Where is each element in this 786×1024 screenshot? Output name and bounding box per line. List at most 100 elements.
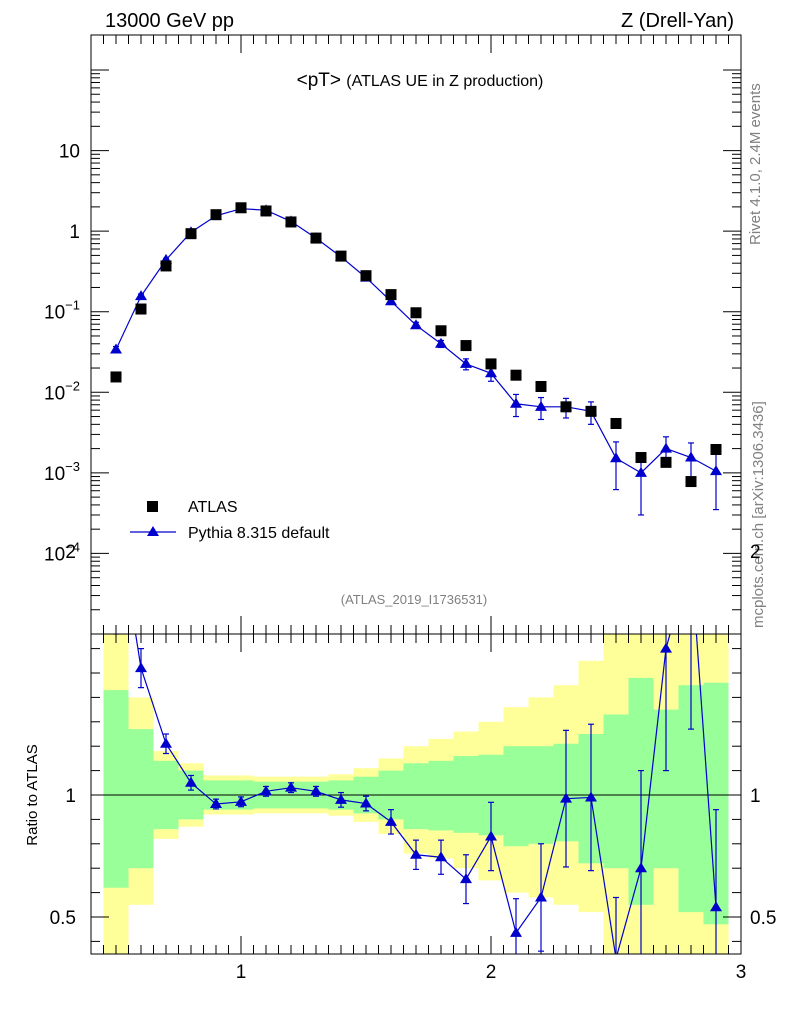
stat-uncertainty-band [453, 755, 479, 833]
atlas-point [435, 325, 447, 337]
atlas-point [535, 380, 547, 392]
atlas-point [310, 232, 322, 244]
pythia-point [435, 337, 447, 348]
atlas-point [185, 228, 197, 240]
main-frame [90, 34, 742, 635]
ratio-point [385, 815, 397, 826]
atlas-point [560, 401, 572, 413]
main-panel: <pT> (ATLAS UE in Z production) (ATLAS_2… [44, 34, 742, 635]
main-data-marks [110, 202, 722, 516]
ratio-point [585, 791, 597, 802]
legend-pythia-label: Pythia 8.315 default [188, 525, 330, 542]
stat-uncertainty-band [603, 714, 629, 869]
atlas-point [285, 216, 297, 228]
ratio-point [335, 793, 347, 804]
main-y-tick-label: 1 [69, 222, 80, 243]
atlas-point [660, 456, 672, 468]
tick-base: 10 [44, 544, 65, 565]
atlas-point [260, 205, 272, 217]
atlas-point [610, 417, 622, 429]
main-y-tick-label: 10−4 [44, 539, 80, 565]
ratio-y-tick-label-left: 0.5 [50, 908, 76, 929]
tick-base: 10 [44, 464, 65, 485]
pythia-point [610, 452, 622, 463]
ratio-point [535, 891, 547, 902]
atlas-point [585, 405, 597, 417]
ratio-panel: 0.5 0.5 1 1 2 2 1 2 3 Ratio to ATLAS [24, 504, 777, 983]
stat-uncertainty-band [403, 763, 429, 830]
ratio-point [710, 901, 722, 912]
ratio-point [660, 642, 672, 653]
atlas-point [335, 250, 347, 262]
ratio-point [260, 785, 272, 796]
chart-title-main: <pT> [297, 70, 341, 91]
main-y-tick-label: 10−3 [44, 459, 80, 485]
main-y-tick-label: 10−2 [44, 378, 80, 404]
ratio-point [360, 797, 372, 808]
ratio-point [635, 862, 647, 873]
ratio-data-marks [110, 504, 722, 954]
ratio-point [185, 776, 197, 787]
ratio-point [485, 830, 497, 841]
stat-uncertainty-band [128, 729, 154, 869]
ratio-point [685, 552, 697, 562]
header-left-label: 13000 GeV pp [105, 10, 234, 32]
main-y-tick-label: 10 [59, 142, 80, 163]
atlas-point [385, 289, 397, 301]
atlas-point [410, 307, 422, 319]
ratio-point [560, 792, 572, 803]
ratio-y-tick-label-right: 1 [750, 786, 761, 807]
ratio-y-tick-label-left: 2 [65, 542, 76, 563]
rivet-version-label: Rivet 4.1.0, 2.4M events [747, 83, 764, 245]
ratio-point [135, 662, 147, 673]
atlas-point [235, 202, 247, 214]
legend: ATLAS Pythia 8.315 default [130, 499, 330, 542]
ratio-x-tick-label: 3 [736, 962, 747, 983]
chart-title: <pT> (ATLAS UE in Z production) [297, 70, 544, 91]
analysis-label: (ATLAS_2019_I1736531) [341, 592, 487, 607]
pythia-point [635, 466, 647, 477]
pythia-series-line [115, 208, 717, 474]
ratio-point [235, 795, 247, 806]
ratio-tick-labels: 0.5 0.5 1 1 2 2 1 2 3 [50, 542, 777, 983]
ratio-y-tick-label-right: 0.5 [750, 908, 776, 929]
ratio-clipped-group [110, 504, 722, 954]
pythia-point [710, 465, 722, 476]
stat-uncertainty-band [428, 760, 454, 831]
ratio-point [310, 785, 322, 796]
ratio-uncertainty-bands [103, 634, 729, 954]
chart-subtitle: (ATLAS UE in Z production) [346, 73, 543, 90]
ratio-x-tick-label: 2 [486, 962, 497, 983]
ratio-point [435, 851, 447, 862]
tick-base: 10 [44, 303, 65, 324]
ratio-frame [90, 633, 742, 955]
atlas-point [485, 358, 497, 370]
tick-base: 10 [44, 383, 65, 404]
pythia-point [535, 400, 547, 411]
tick-exponent: −1 [65, 298, 80, 313]
ratio-point [460, 873, 472, 884]
ratio-y-tick-label-left: 1 [65, 786, 76, 807]
ratio-point [210, 798, 222, 809]
pythia-point [460, 357, 472, 368]
legend-atlas-label: ATLAS [188, 499, 238, 516]
ratio-y-axis-label: Ratio to ATLAS [24, 744, 41, 845]
stat-uncertainty-band [503, 746, 529, 847]
atlas-point [210, 209, 222, 221]
atlas-point [635, 452, 647, 464]
pythia-point [660, 442, 672, 453]
pythia-point [410, 319, 422, 330]
header-right-label: Z (Drell-Yan) [621, 10, 734, 32]
pythia-point [485, 367, 497, 378]
ratio-point [410, 848, 422, 859]
stat-uncertainty-band [103, 690, 129, 888]
atlas-point [685, 476, 697, 488]
tick-exponent: −4 [65, 539, 80, 554]
main-y-tick-label: 10−1 [44, 298, 80, 324]
atlas-point [360, 270, 372, 282]
pythia-point [110, 343, 122, 354]
ratio-point [110, 504, 122, 514]
ratio-point [285, 781, 297, 792]
